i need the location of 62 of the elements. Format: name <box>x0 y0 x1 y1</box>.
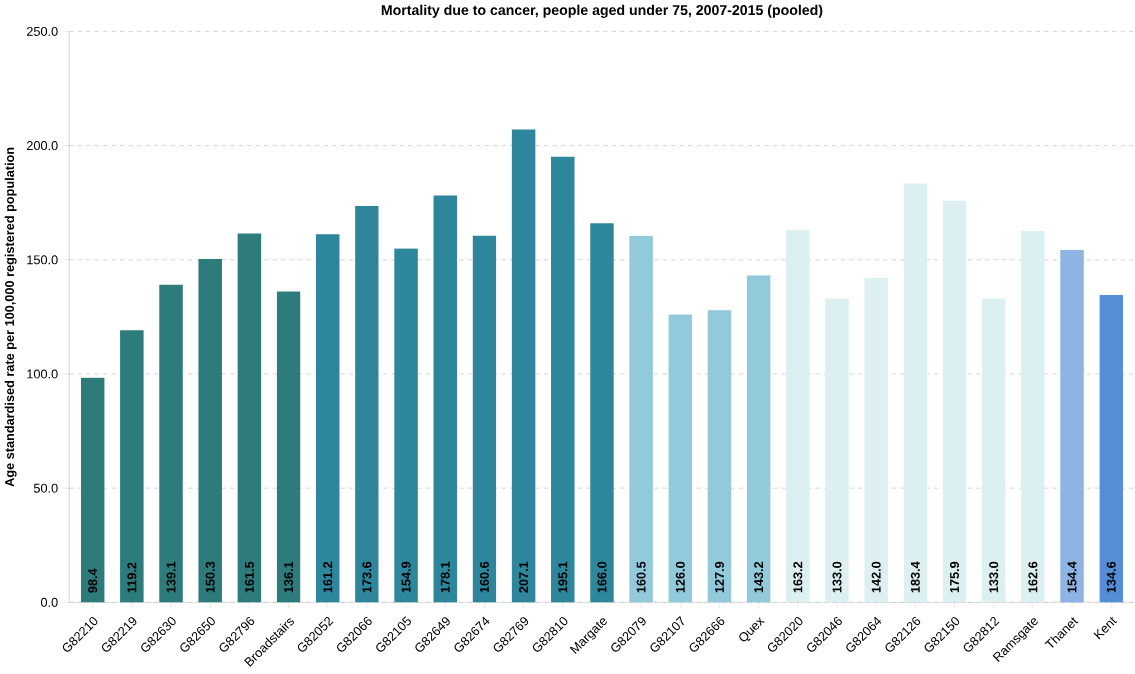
bar <box>1060 249 1084 603</box>
chart-title: Mortality due to cancer, people aged under 75, 2007-2015 (pooled) <box>381 4 823 18</box>
bar <box>746 275 771 603</box>
data-label: 161.2 <box>323 561 333 593</box>
bar <box>159 284 183 603</box>
y-axis-title: Age standardised rate per 100,000 registered population <box>4 147 17 487</box>
bar <box>942 200 967 603</box>
data-label: 119.2 <box>127 562 137 593</box>
bar <box>433 195 458 603</box>
bar <box>864 277 888 603</box>
data-label: 143.2 <box>754 561 764 593</box>
data-label: 136.1 <box>284 561 294 593</box>
data-label: 175.9 <box>950 561 960 593</box>
data-label: 161.5 <box>244 561 254 593</box>
data-label: 207.1 <box>519 561 529 593</box>
bar <box>394 248 418 603</box>
data-label: 150.3 <box>205 561 215 593</box>
data-label: 162.6 <box>1028 561 1038 593</box>
data-label: 139.1 <box>166 561 176 593</box>
data-label: 126.0 <box>675 561 685 593</box>
bar <box>825 298 849 603</box>
y-tick-label: 100.0 <box>27 369 58 379</box>
data-label: 98.4 <box>88 568 98 593</box>
data-label: 195.1 <box>558 561 568 593</box>
y-tick-label: 0.0 <box>40 597 58 607</box>
bar <box>590 223 614 603</box>
data-label: 166.0 <box>597 561 607 593</box>
data-label: 127.9 <box>714 561 724 593</box>
data-label: 142.0 <box>871 561 881 593</box>
bar <box>120 330 144 603</box>
bar <box>472 235 497 603</box>
bar <box>511 129 536 603</box>
bar <box>315 234 340 603</box>
y-tick-label: 150.0 <box>27 255 58 265</box>
y-tick-label: 50.0 <box>33 483 58 493</box>
bar <box>1021 230 1045 603</box>
bar <box>551 156 575 603</box>
bar <box>981 298 1006 603</box>
data-label: 133.0 <box>989 561 999 593</box>
bar <box>355 205 379 603</box>
data-label: 154.9 <box>401 561 411 593</box>
data-label: 133.0 <box>832 561 842 593</box>
data-label: 160.5 <box>636 561 646 593</box>
y-tick-label: 250.0 <box>26 26 58 36</box>
bar <box>786 229 810 603</box>
bar <box>903 183 928 603</box>
bar <box>1099 294 1123 603</box>
bar <box>629 235 653 603</box>
bar <box>276 291 301 603</box>
data-label: 160.6 <box>479 561 489 593</box>
data-label: 154.4 <box>1067 561 1077 593</box>
bar <box>707 310 732 603</box>
bar <box>237 233 262 603</box>
data-label: 183.4 <box>910 561 920 593</box>
data-label: 178.1 <box>440 561 450 593</box>
y-tick-label: 200.0 <box>26 140 58 150</box>
bar <box>80 377 105 603</box>
data-label: 163.2 <box>793 561 803 593</box>
data-label: 134.6 <box>1106 561 1116 593</box>
bar <box>198 259 222 603</box>
data-label: 173.6 <box>362 561 372 593</box>
bar <box>668 314 693 603</box>
